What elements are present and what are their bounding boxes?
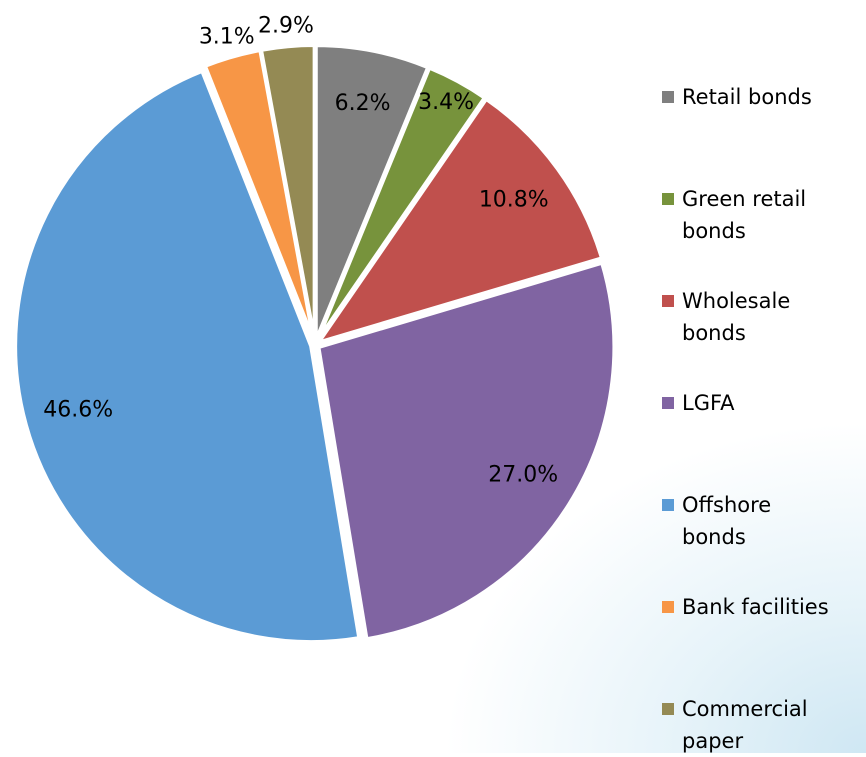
legend-item: LGFA (660, 387, 840, 419)
legend-item: Wholesale bonds (660, 285, 840, 349)
legend-swatch (662, 703, 674, 715)
legend-swatch (662, 397, 674, 409)
legend-label: Green retail bonds (682, 187, 807, 243)
legend-label: Retail bonds (682, 85, 812, 109)
legend-swatch (662, 601, 674, 613)
data-label: 10.8% (479, 188, 549, 213)
legend-item: Retail bonds (660, 81, 840, 113)
data-label: 6.2% (335, 91, 391, 116)
legend-swatch (662, 193, 674, 205)
legend-item: Bank facilities (660, 591, 840, 623)
legend-item: Offshore bonds (660, 489, 840, 553)
legend-label: Wholesale bonds (682, 289, 791, 345)
pie-slice (316, 96, 604, 345)
legend-label: Offshore bonds (682, 493, 772, 549)
legend-item: Green retail bonds (660, 183, 840, 247)
data-label: 2.9% (258, 14, 314, 39)
legend-label: Commercial paper (682, 697, 808, 753)
pie-slice (313, 43, 431, 344)
legend-swatch (662, 295, 674, 307)
data-label: 46.6% (43, 398, 113, 423)
legend-label: Bank facilities (682, 595, 829, 619)
legend-item: Commercial paper (660, 693, 840, 757)
data-label: 3.4% (418, 90, 474, 115)
data-label: 3.1% (199, 25, 255, 50)
pie-slice (316, 260, 617, 642)
legend-label: LGFA (682, 391, 735, 415)
legend-swatch (662, 91, 674, 103)
pie-slice (13, 68, 362, 645)
data-label: 27.0% (488, 462, 558, 487)
legend-swatch (662, 499, 674, 511)
pie-slice (258, 43, 317, 344)
